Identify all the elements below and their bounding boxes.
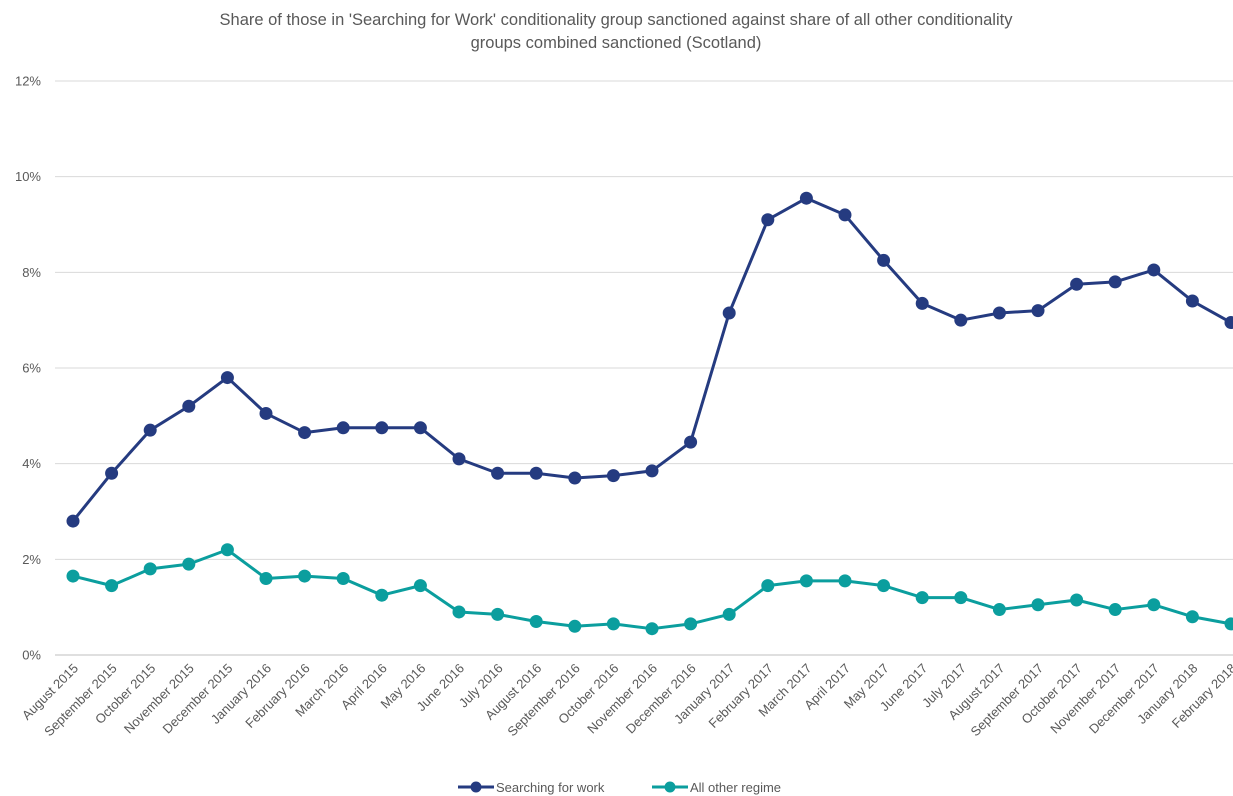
series-1 bbox=[66, 543, 1233, 636]
data-point bbox=[1070, 593, 1084, 607]
series-group bbox=[66, 191, 1233, 636]
data-point bbox=[1108, 603, 1122, 617]
data-point bbox=[1070, 277, 1084, 291]
data-point bbox=[645, 622, 659, 636]
data-point bbox=[606, 469, 620, 483]
data-point bbox=[375, 588, 389, 602]
data-point bbox=[877, 579, 891, 593]
legend-item: Searching for work bbox=[458, 780, 605, 795]
data-point bbox=[143, 562, 157, 576]
y-tick-label: 0% bbox=[22, 648, 41, 663]
series-line bbox=[71, 548, 1233, 631]
y-tick-label: 8% bbox=[22, 265, 41, 280]
y-tick-label: 12% bbox=[15, 74, 41, 89]
data-point bbox=[761, 579, 775, 593]
gridlines bbox=[55, 80, 1233, 656]
data-point bbox=[66, 514, 80, 528]
data-point bbox=[336, 571, 350, 585]
data-point bbox=[799, 574, 813, 588]
data-point bbox=[220, 543, 234, 557]
data-point bbox=[761, 213, 775, 227]
data-point bbox=[413, 421, 427, 435]
data-point bbox=[143, 423, 157, 437]
data-point bbox=[684, 617, 698, 631]
data-point bbox=[1031, 598, 1045, 612]
legend: Searching for work All other regime bbox=[458, 780, 781, 795]
legend-label: All other regime bbox=[690, 780, 781, 795]
data-point bbox=[182, 399, 196, 413]
data-point bbox=[182, 557, 196, 571]
data-point bbox=[336, 421, 350, 435]
legend-label: Searching for work bbox=[496, 780, 605, 795]
data-point bbox=[298, 569, 312, 583]
data-point bbox=[799, 191, 813, 205]
data-point bbox=[568, 619, 582, 633]
data-point bbox=[66, 569, 80, 583]
data-point bbox=[529, 615, 543, 629]
data-point bbox=[992, 603, 1006, 617]
data-point bbox=[298, 426, 312, 440]
data-point bbox=[259, 406, 273, 420]
data-point bbox=[1147, 598, 1161, 612]
y-tick-label: 6% bbox=[22, 361, 41, 376]
data-point bbox=[1185, 294, 1199, 308]
data-point bbox=[915, 591, 929, 605]
legend-marker bbox=[664, 781, 676, 793]
data-point bbox=[722, 607, 736, 621]
data-point bbox=[1185, 610, 1199, 624]
data-point bbox=[954, 591, 968, 605]
data-point bbox=[259, 571, 273, 585]
data-point bbox=[105, 466, 119, 480]
data-point bbox=[105, 579, 119, 593]
data-point bbox=[954, 313, 968, 327]
data-point bbox=[1031, 304, 1045, 318]
data-point bbox=[529, 466, 543, 480]
data-point bbox=[220, 371, 234, 385]
data-point bbox=[915, 296, 929, 310]
y-tick-label: 4% bbox=[22, 456, 41, 471]
data-point bbox=[452, 605, 466, 619]
legend-item: All other regime bbox=[652, 780, 781, 795]
data-point bbox=[1224, 617, 1233, 631]
data-point bbox=[491, 607, 505, 621]
data-point bbox=[375, 421, 389, 435]
data-point bbox=[1108, 275, 1122, 289]
data-point bbox=[645, 464, 659, 478]
data-point bbox=[838, 208, 852, 222]
data-point bbox=[491, 466, 505, 480]
data-point bbox=[452, 452, 466, 466]
series-0 bbox=[66, 191, 1233, 528]
chart-title-line-1: Share of those in 'Searching for Work' c… bbox=[220, 11, 1014, 29]
data-point bbox=[1224, 316, 1233, 330]
legend-marker bbox=[470, 781, 482, 793]
y-tick-label: 2% bbox=[22, 552, 41, 567]
data-point bbox=[838, 574, 852, 588]
data-point bbox=[992, 306, 1006, 320]
chart-title-line-2: groups combined sanctioned (Scotland) bbox=[471, 34, 762, 52]
data-point bbox=[413, 579, 427, 593]
data-point bbox=[684, 435, 698, 449]
data-point bbox=[606, 617, 620, 631]
y-axis: 0% 2% 4% 6% 8% 10% 12% bbox=[15, 74, 41, 663]
data-point bbox=[1147, 263, 1161, 277]
data-point bbox=[722, 306, 736, 320]
data-point bbox=[877, 253, 891, 267]
data-point bbox=[568, 471, 582, 485]
y-tick-label: 10% bbox=[15, 169, 41, 184]
